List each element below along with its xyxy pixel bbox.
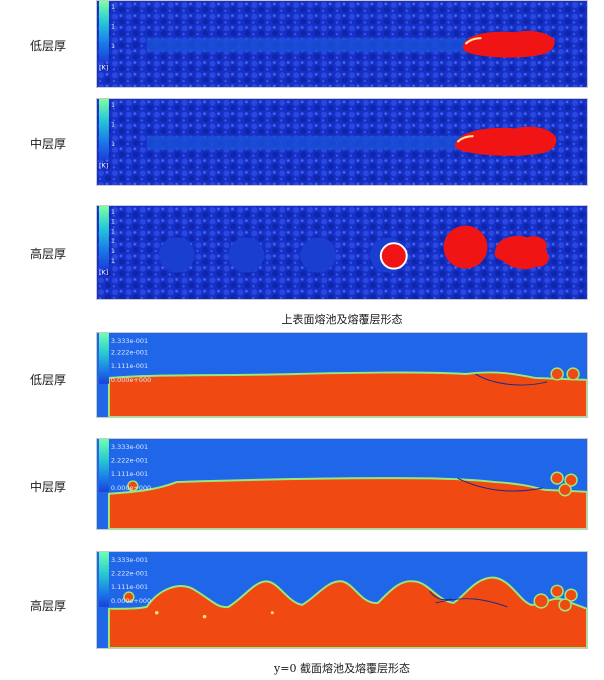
caption-top-surface: 上表面熔池及熔覆层形态 — [281, 313, 403, 326]
row-label-top-mid: 中层厚 — [29, 137, 66, 151]
legend-tick: 1 — [111, 227, 115, 235]
legend-tick: 3.333e-001 — [111, 556, 148, 564]
legend-tick: 1 — [111, 140, 115, 148]
legend-tick: 2.222e-001 — [111, 457, 148, 465]
legend-tick: 1.111e-001 — [111, 470, 148, 478]
legend-tick: 1.111e-001 — [111, 583, 148, 591]
legend-tick: 1 — [111, 247, 115, 255]
section-panel-mid: 3.333e-001 2.222e-001 1.111e-001 0.000e+… — [96, 438, 588, 530]
legend-tick: 1 — [111, 120, 115, 128]
legend-tick: 1 — [111, 257, 115, 265]
legend-tick: 1.111e-001 — [111, 362, 148, 370]
legend-tick: 3.333e-001 — [111, 443, 148, 451]
row-label-section-high: 高层厚 — [29, 599, 66, 613]
legend-unit: [K] — [99, 269, 108, 277]
top-surface-panel-low: 1 1 1 [K] — [96, 0, 588, 88]
row-label-top-high: 高层厚 — [29, 247, 66, 261]
row-label-section-low: 低层厚 — [29, 373, 66, 387]
legend-tick: 1 — [111, 22, 115, 30]
top-surface-panel-high: 1 1 1 1 1 1 [K] — [96, 205, 588, 300]
legend-tick: 1 — [111, 101, 115, 109]
legend-unit: [K] — [99, 161, 108, 169]
legend-tick: 1 — [111, 208, 115, 216]
legend-tick: 1 — [111, 218, 115, 226]
legend-tick: 2.222e-001 — [111, 570, 148, 578]
legend-unit: [K] — [99, 63, 108, 71]
legend-tick: 2.222e-001 — [111, 349, 148, 357]
row-label-top-low: 低层厚 — [29, 39, 66, 53]
legend-tick: 0.000e+000 — [111, 597, 151, 605]
legend-tick: 1 — [111, 237, 115, 245]
caption-cross-section: y=0 截面熔池及熔覆层形态 — [274, 662, 410, 675]
legend-tick: 0.000e+000 — [111, 376, 151, 384]
section-panel-low: 3.333e-001 2.222e-001 1.111e-001 0.000e+… — [96, 332, 588, 418]
legend-tick: 0.000e+000 — [111, 484, 151, 492]
section-panel-high: 3.333e-001 2.222e-001 1.111e-001 0.000e+… — [96, 551, 588, 649]
legend-tick: 1 — [111, 3, 115, 11]
top-surface-panel-mid: 1 1 1 [K] — [96, 98, 588, 186]
row-label-section-mid: 中层厚 — [29, 480, 66, 494]
legend-tick: 1 — [111, 42, 115, 50]
legend-tick: 3.333e-001 — [111, 337, 148, 345]
